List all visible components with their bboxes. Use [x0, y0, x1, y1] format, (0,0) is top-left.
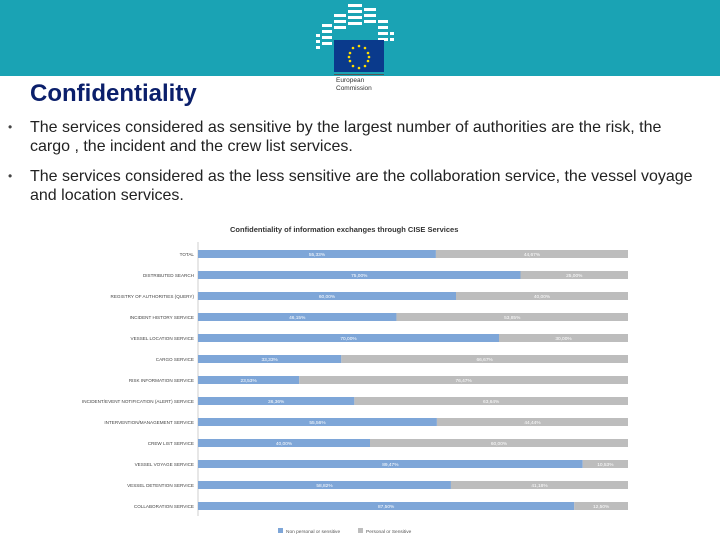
bar-personal — [436, 418, 628, 426]
bar-non-personal — [198, 376, 300, 384]
bar-non-personal — [198, 313, 397, 321]
category-label: RISK INFORMATION SERVICE — [129, 378, 194, 383]
category-label: INCIDENT/EVENT NOTIFICATION (ALERT) SERV… — [82, 399, 194, 404]
legend-swatch-personal — [358, 528, 363, 533]
bar-personal — [450, 481, 628, 489]
bar-personal — [520, 271, 628, 279]
bar-non-personal — [198, 439, 370, 447]
bar-personal — [582, 460, 628, 468]
bar-non-personal — [198, 250, 436, 258]
category-label: TOTAL — [180, 252, 195, 257]
category-label: INCIDENT HISTORY SERVICE — [130, 315, 194, 320]
bar-value-label: 46,15% — [289, 315, 306, 321]
bar-non-personal — [198, 334, 499, 342]
bar-value-label: 10,53% — [597, 462, 614, 468]
bar-personal — [574, 502, 628, 510]
category-label: VESSEL DETENTION SERVICE — [127, 483, 194, 488]
bullet-item: • The services considered as the less sen… — [8, 167, 698, 205]
eu-stars-icon — [347, 44, 371, 70]
bar-personal — [370, 439, 628, 447]
bullet-text: The services considered as the less sens… — [30, 168, 693, 204]
bullet-icon: • — [8, 120, 13, 134]
category-label: CARGO SERVICE — [156, 357, 194, 362]
bar-personal — [299, 376, 628, 384]
category-label: VESSEL LOCATION SERVICE — [131, 336, 194, 341]
confidentiality-chart: Confidentiality of information exchanges… — [82, 225, 628, 535]
bar-value-label: 40,00% — [276, 441, 293, 447]
bar-personal — [499, 334, 628, 342]
bar-value-label: 23,53% — [240, 378, 257, 384]
bar-value-label: 89,47% — [382, 462, 399, 468]
page-title: Confidentiality — [30, 80, 197, 107]
bar-value-label: 36,36% — [268, 399, 285, 405]
category-label: CREW LIST SERVICE — [148, 441, 194, 446]
bar-value-label: 41,18% — [531, 483, 548, 489]
category-label: COLLABORATION SERVICE — [134, 504, 194, 509]
bar-value-label: 75,00% — [351, 273, 368, 279]
bar-value-label: 53,85% — [504, 315, 521, 321]
category-label: INTERVENTION/MANAGEMENT SERVICE — [104, 420, 194, 425]
bar-non-personal — [198, 397, 355, 405]
bar-personal — [341, 355, 628, 363]
bar-value-label: 25,00% — [566, 273, 583, 279]
chart-title: Confidentiality of information exchanges… — [230, 225, 458, 234]
bar-value-label: 44,67% — [524, 252, 541, 258]
category-label: REGISTRY OF AUTHORITIES (QUERY) — [111, 294, 195, 299]
bar-personal — [435, 250, 628, 258]
legend-label-non-personal: Non personal or sensitive — [286, 529, 340, 535]
bar-value-label: 58,82% — [316, 483, 333, 489]
legend-swatch-non-personal — [278, 528, 283, 533]
bar-value-label: 55,33% — [309, 252, 326, 258]
logo-text-european: European — [336, 77, 365, 84]
bar-value-label: 63,64% — [483, 399, 500, 405]
legend-label-personal: Personal or Sensitive — [366, 529, 412, 535]
bar-value-label: 44,44% — [524, 420, 541, 426]
bullet-item: • The services considered as sensitive by… — [8, 118, 698, 156]
logo-text-commission: Commission — [336, 85, 372, 92]
bar-value-label: 12,50% — [593, 504, 610, 510]
bar-non-personal — [198, 460, 583, 468]
bar-non-personal — [198, 481, 451, 489]
bar-value-label: 60,00% — [491, 441, 508, 447]
bar-personal — [456, 292, 628, 300]
bar-non-personal — [198, 292, 456, 300]
bar-value-label: 55,56% — [309, 420, 326, 426]
bullet-icon: • — [8, 169, 13, 183]
bar-value-label: 66,67% — [477, 357, 494, 363]
european-commission-logo: European Commission — [316, 4, 394, 92]
category-label: VESSEL VOYAGE SERVICE — [135, 462, 194, 467]
bar-value-label: 87,50% — [378, 504, 395, 510]
bar-value-label: 33,33% — [262, 357, 279, 363]
category-label: DISTRIBUTED SEARCH — [143, 273, 194, 278]
bar-non-personal — [198, 418, 437, 426]
bullet-text: The services considered as sensitive by … — [30, 119, 662, 155]
bullet-list: • The services considered as sensitive by… — [8, 118, 698, 216]
bar-value-label: 70,00% — [340, 336, 357, 342]
bar-personal — [354, 397, 628, 405]
bar-non-personal — [198, 502, 575, 510]
bar-personal — [396, 313, 628, 321]
bar-value-label: 40,00% — [534, 294, 551, 300]
bar-non-personal — [198, 271, 521, 279]
bar-value-label: 60,00% — [319, 294, 336, 300]
bar-value-label: 30,00% — [555, 336, 572, 342]
bar-value-label: 76,47% — [455, 378, 472, 384]
bar-non-personal — [198, 355, 342, 363]
